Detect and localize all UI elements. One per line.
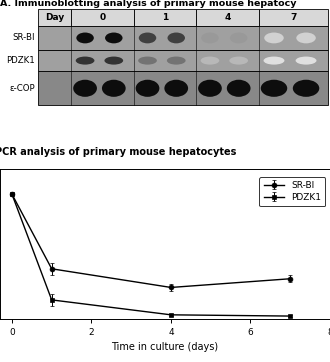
Bar — [134, 9, 196, 26]
Ellipse shape — [139, 33, 156, 43]
Ellipse shape — [296, 56, 316, 64]
Ellipse shape — [105, 33, 122, 43]
Ellipse shape — [227, 80, 250, 97]
Ellipse shape — [136, 80, 159, 97]
Ellipse shape — [229, 56, 248, 64]
Ellipse shape — [201, 33, 219, 43]
Ellipse shape — [230, 33, 248, 43]
Ellipse shape — [164, 80, 188, 97]
Text: 4: 4 — [224, 13, 231, 22]
Bar — [38, 50, 328, 71]
Ellipse shape — [76, 56, 94, 64]
Text: PDZK1: PDZK1 — [6, 56, 35, 65]
Ellipse shape — [138, 56, 157, 64]
Text: ε-COP: ε-COP — [9, 84, 35, 93]
Text: SR-BI: SR-BI — [12, 33, 35, 42]
Text: B. qRT-PCR analysis of primary mouse hepatocytes: B. qRT-PCR analysis of primary mouse hep… — [0, 147, 237, 157]
Text: 7: 7 — [290, 13, 297, 22]
Text: 1: 1 — [162, 13, 168, 22]
Ellipse shape — [264, 33, 284, 43]
Ellipse shape — [167, 56, 185, 64]
Ellipse shape — [102, 80, 126, 97]
Ellipse shape — [104, 56, 123, 64]
Ellipse shape — [168, 33, 185, 43]
Text: Day: Day — [45, 13, 64, 22]
Ellipse shape — [293, 80, 319, 97]
Bar — [259, 9, 328, 26]
Ellipse shape — [73, 80, 97, 97]
Ellipse shape — [201, 56, 219, 64]
Bar — [196, 9, 259, 26]
Ellipse shape — [296, 33, 316, 43]
Ellipse shape — [261, 80, 287, 97]
Text: A. Immunoblotting analysis of primary mouse hepatocy: A. Immunoblotting analysis of primary mo… — [0, 0, 296, 8]
Legend: SR-BI, PDZK1: SR-BI, PDZK1 — [259, 177, 325, 206]
Ellipse shape — [76, 33, 94, 43]
Ellipse shape — [264, 56, 284, 64]
Bar — [71, 9, 134, 26]
X-axis label: Time in culture (days): Time in culture (days) — [112, 342, 218, 352]
Ellipse shape — [198, 80, 222, 97]
Bar — [38, 71, 328, 105]
Text: 0: 0 — [100, 13, 106, 22]
Bar — [38, 9, 71, 26]
Bar — [38, 26, 328, 50]
